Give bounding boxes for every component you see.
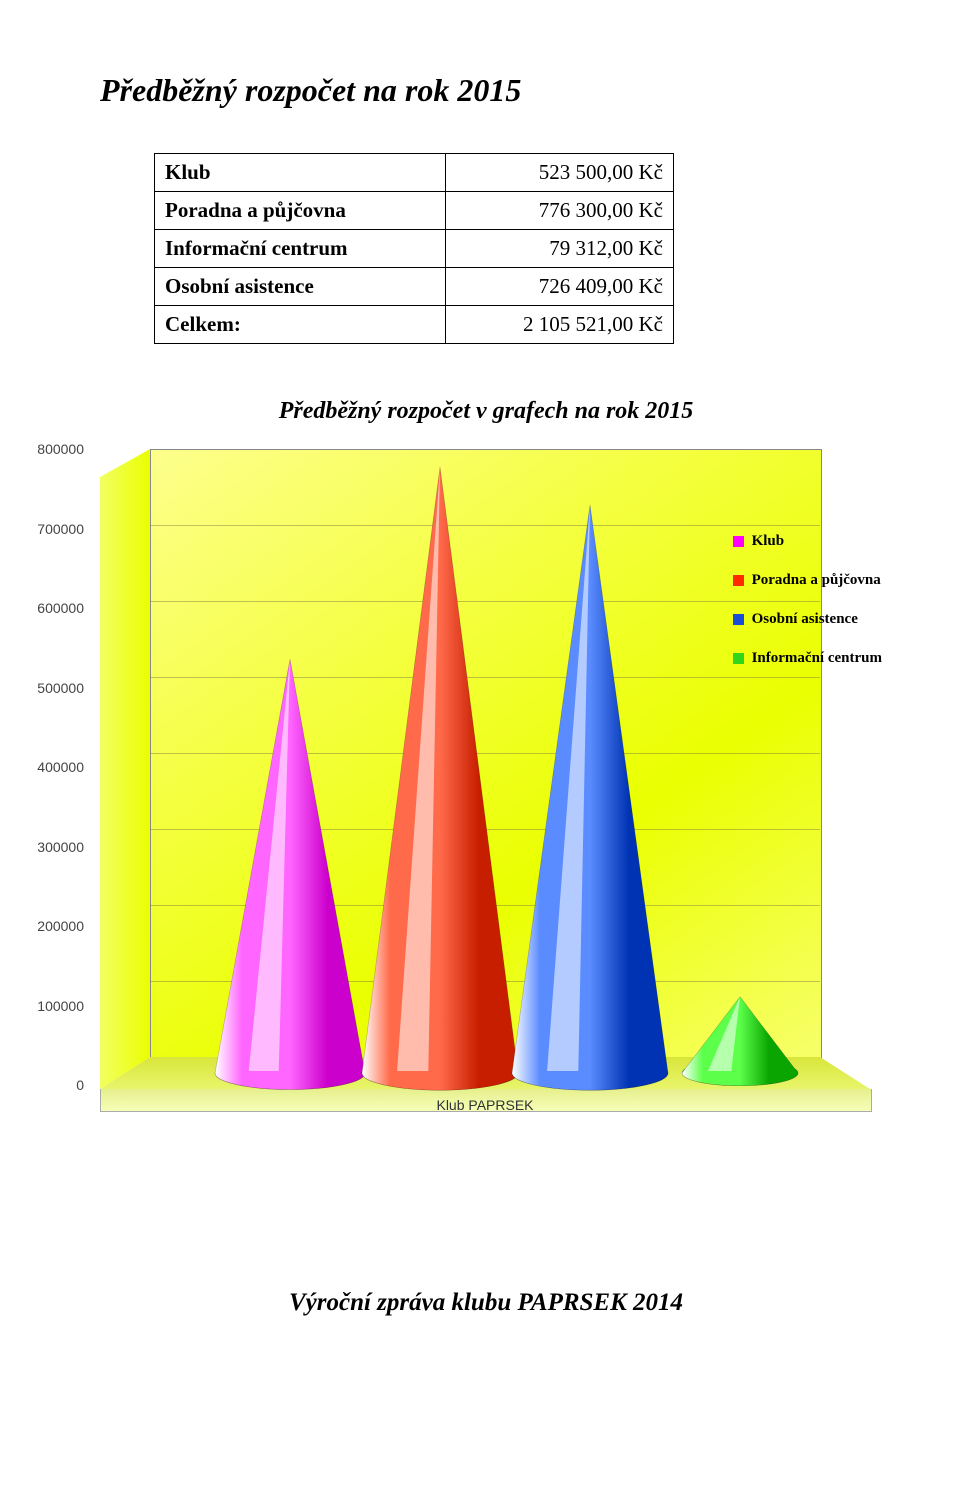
table-cell-label: Informační centrum xyxy=(155,230,446,268)
y-tick-label: 500000 xyxy=(30,680,84,696)
legend-label: Poradna a půjčovna xyxy=(752,572,881,589)
table-row: Poradna a půjčovna776 300,00 Kč xyxy=(155,192,674,230)
legend-label: Informační centrum xyxy=(752,650,882,667)
chart-subtitle: Předběžný rozpočet v grafech na rok 2015 xyxy=(100,398,872,425)
budget-chart: 0100000200000300000400000500000600000700… xyxy=(100,449,870,1179)
table-cell-value: 2 105 521,00 Kč xyxy=(445,306,673,344)
table-row: Osobní asistence726 409,00 Kč xyxy=(155,268,674,306)
table-row: Klub523 500,00 Kč xyxy=(155,154,674,192)
legend-item: Klub xyxy=(733,533,882,550)
table-row: Informační centrum79 312,00 Kč xyxy=(155,230,674,268)
y-tick-label: 800000 xyxy=(30,441,84,457)
table-cell-label: Celkem: xyxy=(155,306,446,344)
legend-label: Klub xyxy=(752,533,785,550)
y-tick-label: 400000 xyxy=(30,759,84,775)
table-cell-label: Osobní asistence xyxy=(155,268,446,306)
y-tick-label: 200000 xyxy=(30,918,84,934)
page-title: Předběžný rozpočet na rok 2015 xyxy=(100,72,872,109)
legend-label: Osobní asistence xyxy=(752,611,858,628)
chart-side-wall xyxy=(100,449,150,1089)
y-tick-label: 600000 xyxy=(30,600,84,616)
y-tick-label: 700000 xyxy=(30,521,84,537)
legend-swatch xyxy=(733,575,744,586)
legend-swatch xyxy=(733,536,744,547)
table-cell-label: Poradna a půjčovna xyxy=(155,192,446,230)
legend-item: Informační centrum xyxy=(733,650,882,667)
chart-legend: Klub Poradna a půjčovna Osobní asistence In… xyxy=(733,533,882,689)
legend-swatch xyxy=(733,614,744,625)
y-tick-label: 300000 xyxy=(30,839,84,855)
chart-x-label: Klub PAPRSEK xyxy=(150,1097,820,1113)
y-tick-label: 0 xyxy=(30,1077,84,1093)
page-footer: Výroční zpráva klubu PAPRSEK 2014 xyxy=(100,1289,872,1317)
table-cell-value: 523 500,00 Kč xyxy=(445,154,673,192)
table-cell-value: 726 409,00 Kč xyxy=(445,268,673,306)
legend-swatch xyxy=(733,653,744,664)
table-cell-value: 79 312,00 Kč xyxy=(445,230,673,268)
budget-table: Klub523 500,00 KčPoradna a půjčovna776 3… xyxy=(154,153,674,344)
table-cell-label: Klub xyxy=(155,154,446,192)
legend-item: Poradna a půjčovna xyxy=(733,572,882,589)
legend-item: Osobní asistence xyxy=(733,611,882,628)
table-row: Celkem:2 105 521,00 Kč xyxy=(155,306,674,344)
table-cell-value: 776 300,00 Kč xyxy=(445,192,673,230)
chart-gridlines xyxy=(150,449,820,1057)
y-tick-label: 100000 xyxy=(30,998,84,1014)
